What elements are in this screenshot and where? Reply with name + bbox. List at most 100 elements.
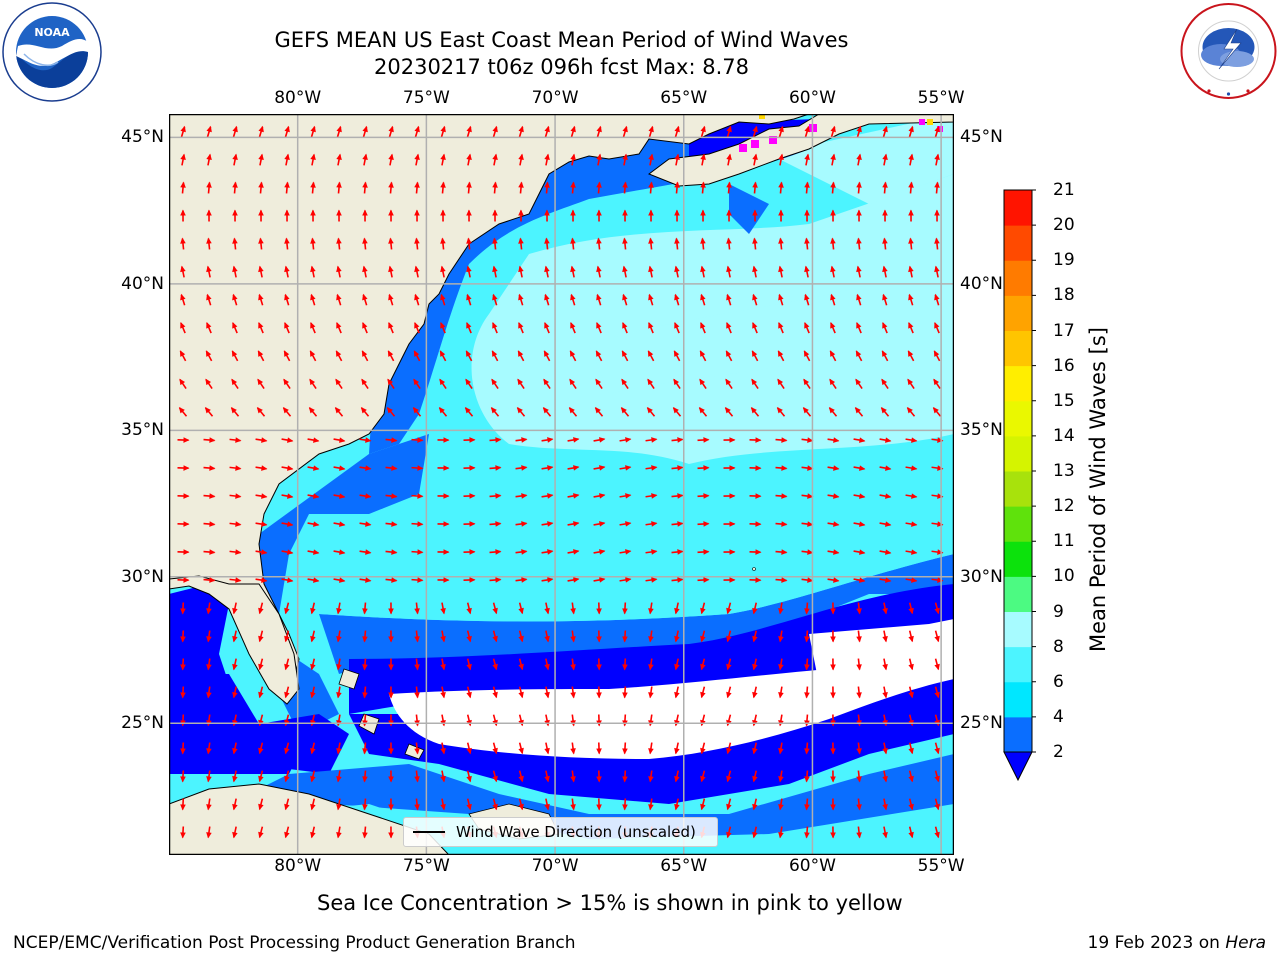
direction-arrow — [388, 265, 394, 278]
direction-arrow — [178, 406, 188, 417]
direction-arrow — [362, 602, 368, 615]
direction-arrow — [570, 798, 576, 811]
direction-arrow — [908, 742, 914, 755]
direction-arrow — [437, 493, 450, 499]
direction-arrow — [440, 602, 446, 615]
direction-arrow — [882, 658, 888, 671]
direction-arrow — [180, 770, 186, 783]
colorbar — [1003, 189, 1036, 782]
direction-arrow — [282, 406, 292, 417]
lon-tick-label-top: 75°W — [402, 88, 450, 108]
direction-arrow — [674, 742, 680, 755]
direction-arrow — [284, 153, 290, 166]
direction-arrow — [258, 153, 264, 166]
direction-arrow — [518, 322, 524, 334]
direction-arrow — [362, 125, 368, 138]
direction-arrow — [856, 686, 862, 699]
direction-arrow — [648, 125, 654, 138]
direction-arrow — [908, 686, 914, 699]
colorbar-tick-label: 9 — [1053, 601, 1064, 622]
direction-arrow — [414, 658, 420, 671]
direction-arrow — [934, 181, 940, 194]
direction-arrow — [622, 602, 628, 615]
direction-arrow — [518, 686, 524, 699]
direction-arrow — [385, 493, 398, 499]
direction-arrow — [464, 406, 474, 417]
noaa-logo-icon: NOAA — [2, 2, 102, 102]
direction-arrow — [622, 742, 628, 755]
direction-arrow — [411, 521, 424, 527]
direction-arrow — [700, 265, 706, 278]
direction-arrow — [258, 265, 264, 278]
direction-arrow — [203, 549, 216, 555]
direction-arrow — [543, 350, 551, 362]
direction-arrow — [700, 686, 706, 699]
direction-arrow — [206, 798, 212, 811]
direction-arrow — [362, 209, 368, 222]
direction-arrow — [491, 350, 499, 362]
direction-arrow — [648, 770, 654, 783]
direction-arrow — [284, 265, 290, 278]
direction-arrow — [541, 493, 554, 499]
direction-arrow — [361, 350, 369, 362]
direction-arrow — [257, 350, 265, 362]
direction-arrow — [856, 798, 862, 811]
direction-arrow — [775, 493, 788, 499]
direction-arrow — [827, 465, 840, 471]
direction-arrow — [674, 293, 680, 306]
direction-arrow — [648, 237, 654, 250]
direction-arrow — [284, 125, 290, 138]
direction-arrow — [648, 630, 654, 643]
direction-arrow — [752, 798, 758, 811]
direction-arrow — [726, 686, 732, 699]
direction-arrow — [596, 265, 602, 278]
direction-arrow — [518, 153, 524, 166]
direction-arrow — [934, 770, 940, 783]
direction-arrow — [749, 437, 762, 443]
direction-arrow — [258, 770, 264, 783]
direction-arrow — [284, 658, 290, 671]
direction-arrow — [879, 549, 892, 555]
direction-arrow — [544, 798, 550, 811]
direction-arrow — [622, 237, 628, 250]
direction-arrow — [881, 350, 889, 362]
direction-arrow — [596, 209, 602, 222]
direction-arrow — [385, 521, 398, 527]
direction-arrow — [307, 521, 320, 527]
direction-arrow — [232, 826, 238, 839]
direction-arrow — [336, 658, 342, 671]
colorbar-tick-label: 11 — [1053, 531, 1075, 552]
direction-arrow — [180, 826, 186, 839]
direction-arrow — [934, 742, 940, 755]
direction-arrow — [569, 378, 577, 390]
direction-arrow — [700, 658, 706, 671]
direction-arrow — [671, 493, 684, 499]
colorbar-segment — [1004, 681, 1032, 718]
direction-arrow — [489, 493, 502, 499]
direction-arrow — [516, 406, 526, 417]
direction-arrow — [362, 322, 368, 334]
direction-arrow — [206, 602, 212, 615]
footer-branch: NCEP/EMC/Verification Post Processing Pr… — [13, 933, 576, 953]
direction-arrow — [414, 209, 420, 222]
direction-arrow — [385, 577, 398, 583]
direction-arrow — [700, 153, 706, 166]
direction-arrow — [726, 770, 732, 783]
direction-arrow — [750, 406, 760, 417]
direction-arrow — [749, 577, 762, 583]
colorbar-tick-label: 20 — [1053, 215, 1075, 236]
direction-arrow — [882, 293, 888, 306]
direction-arrow — [570, 770, 576, 783]
direction-arrow — [307, 549, 320, 555]
direction-arrow — [855, 378, 863, 390]
direction-arrow — [204, 406, 214, 417]
direction-arrow — [310, 125, 316, 138]
direction-arrow — [934, 265, 940, 278]
direction-arrow — [596, 293, 602, 306]
direction-arrow — [307, 465, 320, 471]
direction-arrow — [934, 686, 940, 699]
direction-arrow — [258, 630, 264, 643]
direction-arrow — [255, 493, 268, 499]
direction-arrow — [232, 770, 238, 783]
direction-arrow — [411, 549, 424, 555]
